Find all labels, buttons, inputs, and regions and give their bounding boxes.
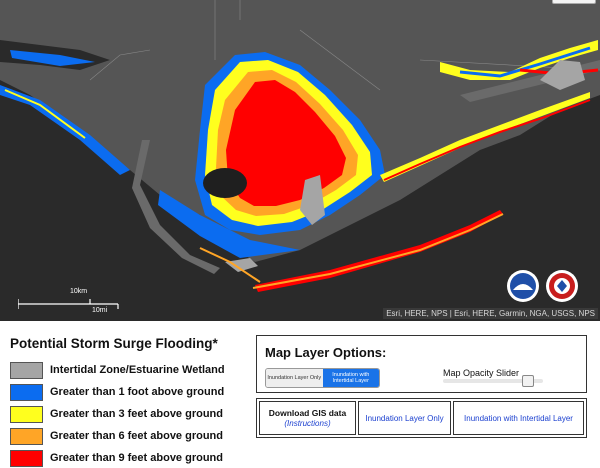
- download-inundation-intertidal-link[interactable]: Inundation with Intertidal Layer: [453, 401, 584, 435]
- legend-label: Greater than 3 feet above ground: [50, 408, 223, 420]
- legend-swatch: [10, 405, 43, 423]
- legend: Potential Storm Surge Flooding* Intertid…: [10, 336, 250, 468]
- inundation-intertidal-toggle[interactable]: Inundation with Intertidal Layer: [322, 369, 379, 387]
- map-basemap: [0, 0, 600, 292]
- legend-swatch: [10, 361, 43, 379]
- map-attribution: Esri, HERE, NPS | Esri, HERE, Garmin, NG…: [383, 308, 598, 319]
- noaa-logo-icon: [507, 270, 539, 302]
- legend-item: Greater than 9 feet above ground: [10, 447, 250, 468]
- scale-mi-label: 10mi: [92, 307, 108, 314]
- download-row: Download GIS data (Instructions) Inundat…: [256, 398, 587, 438]
- legend-item: Greater than 3 feet above ground: [10, 403, 250, 425]
- scale-bar-lines: [18, 299, 119, 309]
- legend-swatch: [10, 383, 43, 401]
- surge-map[interactable]: 10km 10mi Esri, HERE, NPS | Esri, HERE, …: [0, 0, 600, 321]
- opacity-slider[interactable]: [443, 375, 543, 387]
- legend-label: Intertidal Zone/Estuarine Wetland: [50, 364, 225, 376]
- download-inundation-only-label: Inundation Layer Only: [365, 413, 444, 423]
- legend-item: Greater than 6 feet above ground: [10, 425, 250, 447]
- download-inundation-intertidal-label: Inundation with Intertidal Layer: [464, 413, 573, 423]
- weather-service-logo-icon: [546, 270, 578, 302]
- legend-swatch: [10, 449, 43, 467]
- legend-label: Greater than 6 feet above ground: [50, 430, 223, 442]
- instructions-link[interactable]: (Instructions): [284, 419, 331, 428]
- opacity-slider-thumb[interactable]: [522, 375, 534, 387]
- legend-item: Intertidal Zone/Estuarine Wetland: [10, 359, 250, 381]
- inundation-only-toggle[interactable]: Inundation Layer Only: [266, 369, 323, 387]
- scale-bar: 10km 10mi: [18, 288, 128, 318]
- legend-item: Greater than 1 foot above ground: [10, 381, 250, 403]
- download-gis-box: Download GIS data (Instructions): [259, 401, 356, 435]
- download-gis-title: Download GIS data: [268, 408, 347, 418]
- map-layer-options-panel: Map Layer Options: Inundation Layer Only…: [256, 335, 587, 393]
- download-inundation-only-link[interactable]: Inundation Layer Only: [358, 401, 451, 435]
- agency-logos: [507, 270, 578, 302]
- opacity-slider-label: Map Opacity Slider: [443, 368, 520, 378]
- legend-label: Greater than 1 foot above ground: [50, 386, 225, 398]
- legend-swatch: [10, 427, 43, 445]
- map-widget-button[interactable]: [552, 0, 596, 4]
- legend-title: Potential Storm Surge Flooding*: [10, 336, 218, 351]
- scale-km-label: 10km: [70, 288, 88, 295]
- layer-toggle: Inundation Layer Only Inundation with In…: [265, 368, 380, 388]
- legend-label: Greater than 9 feet above ground: [50, 452, 223, 464]
- map-layer-options-title: Map Layer Options:: [265, 345, 387, 360]
